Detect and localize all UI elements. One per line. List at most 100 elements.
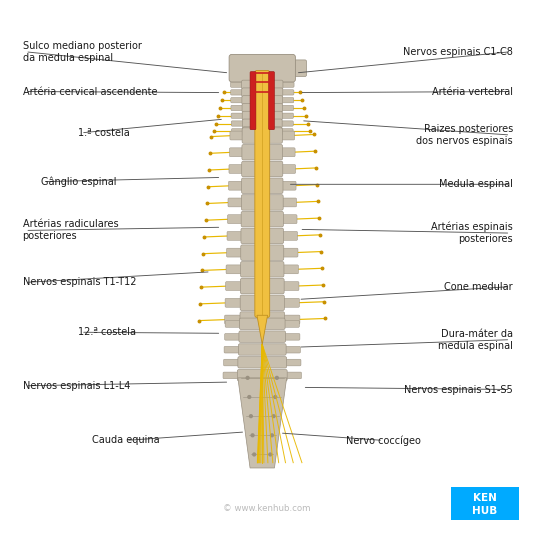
Text: Artéria cervical ascendente: Artéria cervical ascendente — [22, 86, 157, 96]
Text: Artéria vertebral: Artéria vertebral — [432, 86, 513, 96]
Circle shape — [249, 414, 253, 418]
Text: Nervos espinais S1-S5: Nervos espinais S1-S5 — [405, 384, 513, 394]
FancyBboxPatch shape — [285, 372, 302, 379]
FancyBboxPatch shape — [227, 231, 244, 240]
FancyBboxPatch shape — [283, 334, 300, 340]
Circle shape — [247, 395, 252, 399]
Polygon shape — [257, 316, 268, 344]
Text: Dura-máter da
medula espinal: Dura-máter da medula espinal — [438, 329, 513, 351]
FancyBboxPatch shape — [240, 312, 285, 327]
FancyBboxPatch shape — [241, 80, 283, 89]
FancyBboxPatch shape — [231, 98, 245, 103]
Text: Cone medular: Cone medular — [445, 281, 513, 292]
FancyBboxPatch shape — [282, 315, 300, 324]
FancyBboxPatch shape — [231, 90, 245, 95]
Text: Nervos espinais C1-C8: Nervos espinais C1-C8 — [403, 47, 513, 56]
FancyBboxPatch shape — [284, 359, 301, 366]
Circle shape — [251, 433, 255, 438]
FancyBboxPatch shape — [233, 60, 251, 76]
FancyBboxPatch shape — [225, 281, 243, 290]
FancyBboxPatch shape — [279, 121, 293, 126]
FancyBboxPatch shape — [241, 228, 284, 244]
FancyBboxPatch shape — [281, 265, 298, 274]
FancyBboxPatch shape — [280, 90, 294, 95]
FancyBboxPatch shape — [238, 344, 286, 355]
FancyBboxPatch shape — [237, 369, 287, 381]
FancyBboxPatch shape — [227, 248, 244, 257]
FancyBboxPatch shape — [229, 165, 244, 173]
FancyBboxPatch shape — [231, 121, 245, 126]
FancyBboxPatch shape — [281, 248, 298, 257]
Circle shape — [270, 433, 274, 438]
FancyBboxPatch shape — [280, 198, 296, 207]
FancyBboxPatch shape — [281, 215, 297, 224]
FancyBboxPatch shape — [269, 71, 274, 130]
Text: Cauda equina: Cauda equina — [92, 435, 160, 446]
FancyBboxPatch shape — [242, 103, 282, 112]
Text: KEN: KEN — [473, 492, 497, 503]
Text: Nervo coccígeo: Nervo coccígeo — [346, 435, 421, 446]
FancyBboxPatch shape — [240, 278, 284, 294]
FancyBboxPatch shape — [231, 113, 245, 118]
FancyBboxPatch shape — [280, 98, 294, 103]
FancyBboxPatch shape — [231, 106, 245, 111]
Text: Nervos espinais L1-L4: Nervos espinais L1-L4 — [22, 381, 130, 391]
FancyBboxPatch shape — [280, 82, 294, 87]
FancyBboxPatch shape — [280, 113, 294, 118]
FancyBboxPatch shape — [255, 70, 270, 317]
FancyBboxPatch shape — [239, 331, 286, 342]
FancyBboxPatch shape — [230, 82, 244, 87]
FancyBboxPatch shape — [229, 148, 245, 157]
FancyBboxPatch shape — [226, 265, 243, 274]
FancyBboxPatch shape — [242, 96, 282, 104]
FancyBboxPatch shape — [281, 298, 300, 307]
FancyBboxPatch shape — [238, 357, 287, 368]
FancyBboxPatch shape — [280, 165, 296, 173]
Circle shape — [271, 414, 276, 418]
FancyBboxPatch shape — [282, 321, 300, 327]
FancyBboxPatch shape — [281, 231, 297, 240]
FancyBboxPatch shape — [241, 178, 283, 193]
FancyBboxPatch shape — [242, 161, 283, 177]
FancyBboxPatch shape — [240, 295, 284, 311]
FancyBboxPatch shape — [243, 119, 282, 128]
FancyBboxPatch shape — [225, 321, 242, 327]
FancyBboxPatch shape — [225, 298, 243, 307]
FancyBboxPatch shape — [279, 128, 293, 134]
Text: Raizes posteriores
dos nervos espinais: Raizes posteriores dos nervos espinais — [416, 124, 513, 146]
FancyBboxPatch shape — [240, 262, 284, 277]
Text: Nervos espinais T1-T12: Nervos espinais T1-T12 — [22, 277, 136, 287]
Text: Medula espinal: Medula espinal — [439, 179, 513, 189]
FancyBboxPatch shape — [243, 127, 282, 136]
FancyBboxPatch shape — [242, 88, 283, 97]
FancyBboxPatch shape — [281, 281, 299, 290]
Circle shape — [268, 453, 272, 457]
FancyBboxPatch shape — [229, 181, 244, 190]
FancyBboxPatch shape — [223, 372, 240, 379]
FancyBboxPatch shape — [239, 318, 285, 329]
Text: Artérias espinais
posteriores: Artérias espinais posteriores — [431, 222, 513, 244]
FancyBboxPatch shape — [228, 198, 244, 207]
Text: Gânglio espinal: Gânglio espinal — [41, 176, 117, 187]
FancyBboxPatch shape — [280, 131, 295, 140]
FancyBboxPatch shape — [224, 334, 241, 340]
Text: Artérias radiculares
posteriores: Artérias radiculares posteriores — [22, 220, 118, 241]
FancyBboxPatch shape — [451, 487, 519, 520]
FancyBboxPatch shape — [229, 54, 295, 82]
FancyBboxPatch shape — [224, 315, 243, 324]
FancyBboxPatch shape — [280, 106, 294, 111]
FancyBboxPatch shape — [241, 212, 284, 227]
FancyBboxPatch shape — [224, 346, 241, 353]
FancyBboxPatch shape — [230, 131, 245, 140]
Text: 1.ª costela: 1.ª costela — [78, 128, 130, 138]
FancyBboxPatch shape — [280, 181, 296, 190]
FancyBboxPatch shape — [241, 245, 284, 260]
Circle shape — [252, 453, 256, 457]
Circle shape — [275, 376, 279, 380]
Circle shape — [246, 376, 250, 380]
FancyBboxPatch shape — [250, 71, 256, 130]
Text: 12.ª costela: 12.ª costela — [78, 327, 136, 337]
FancyBboxPatch shape — [288, 60, 306, 76]
Circle shape — [273, 395, 277, 399]
FancyBboxPatch shape — [284, 346, 301, 353]
